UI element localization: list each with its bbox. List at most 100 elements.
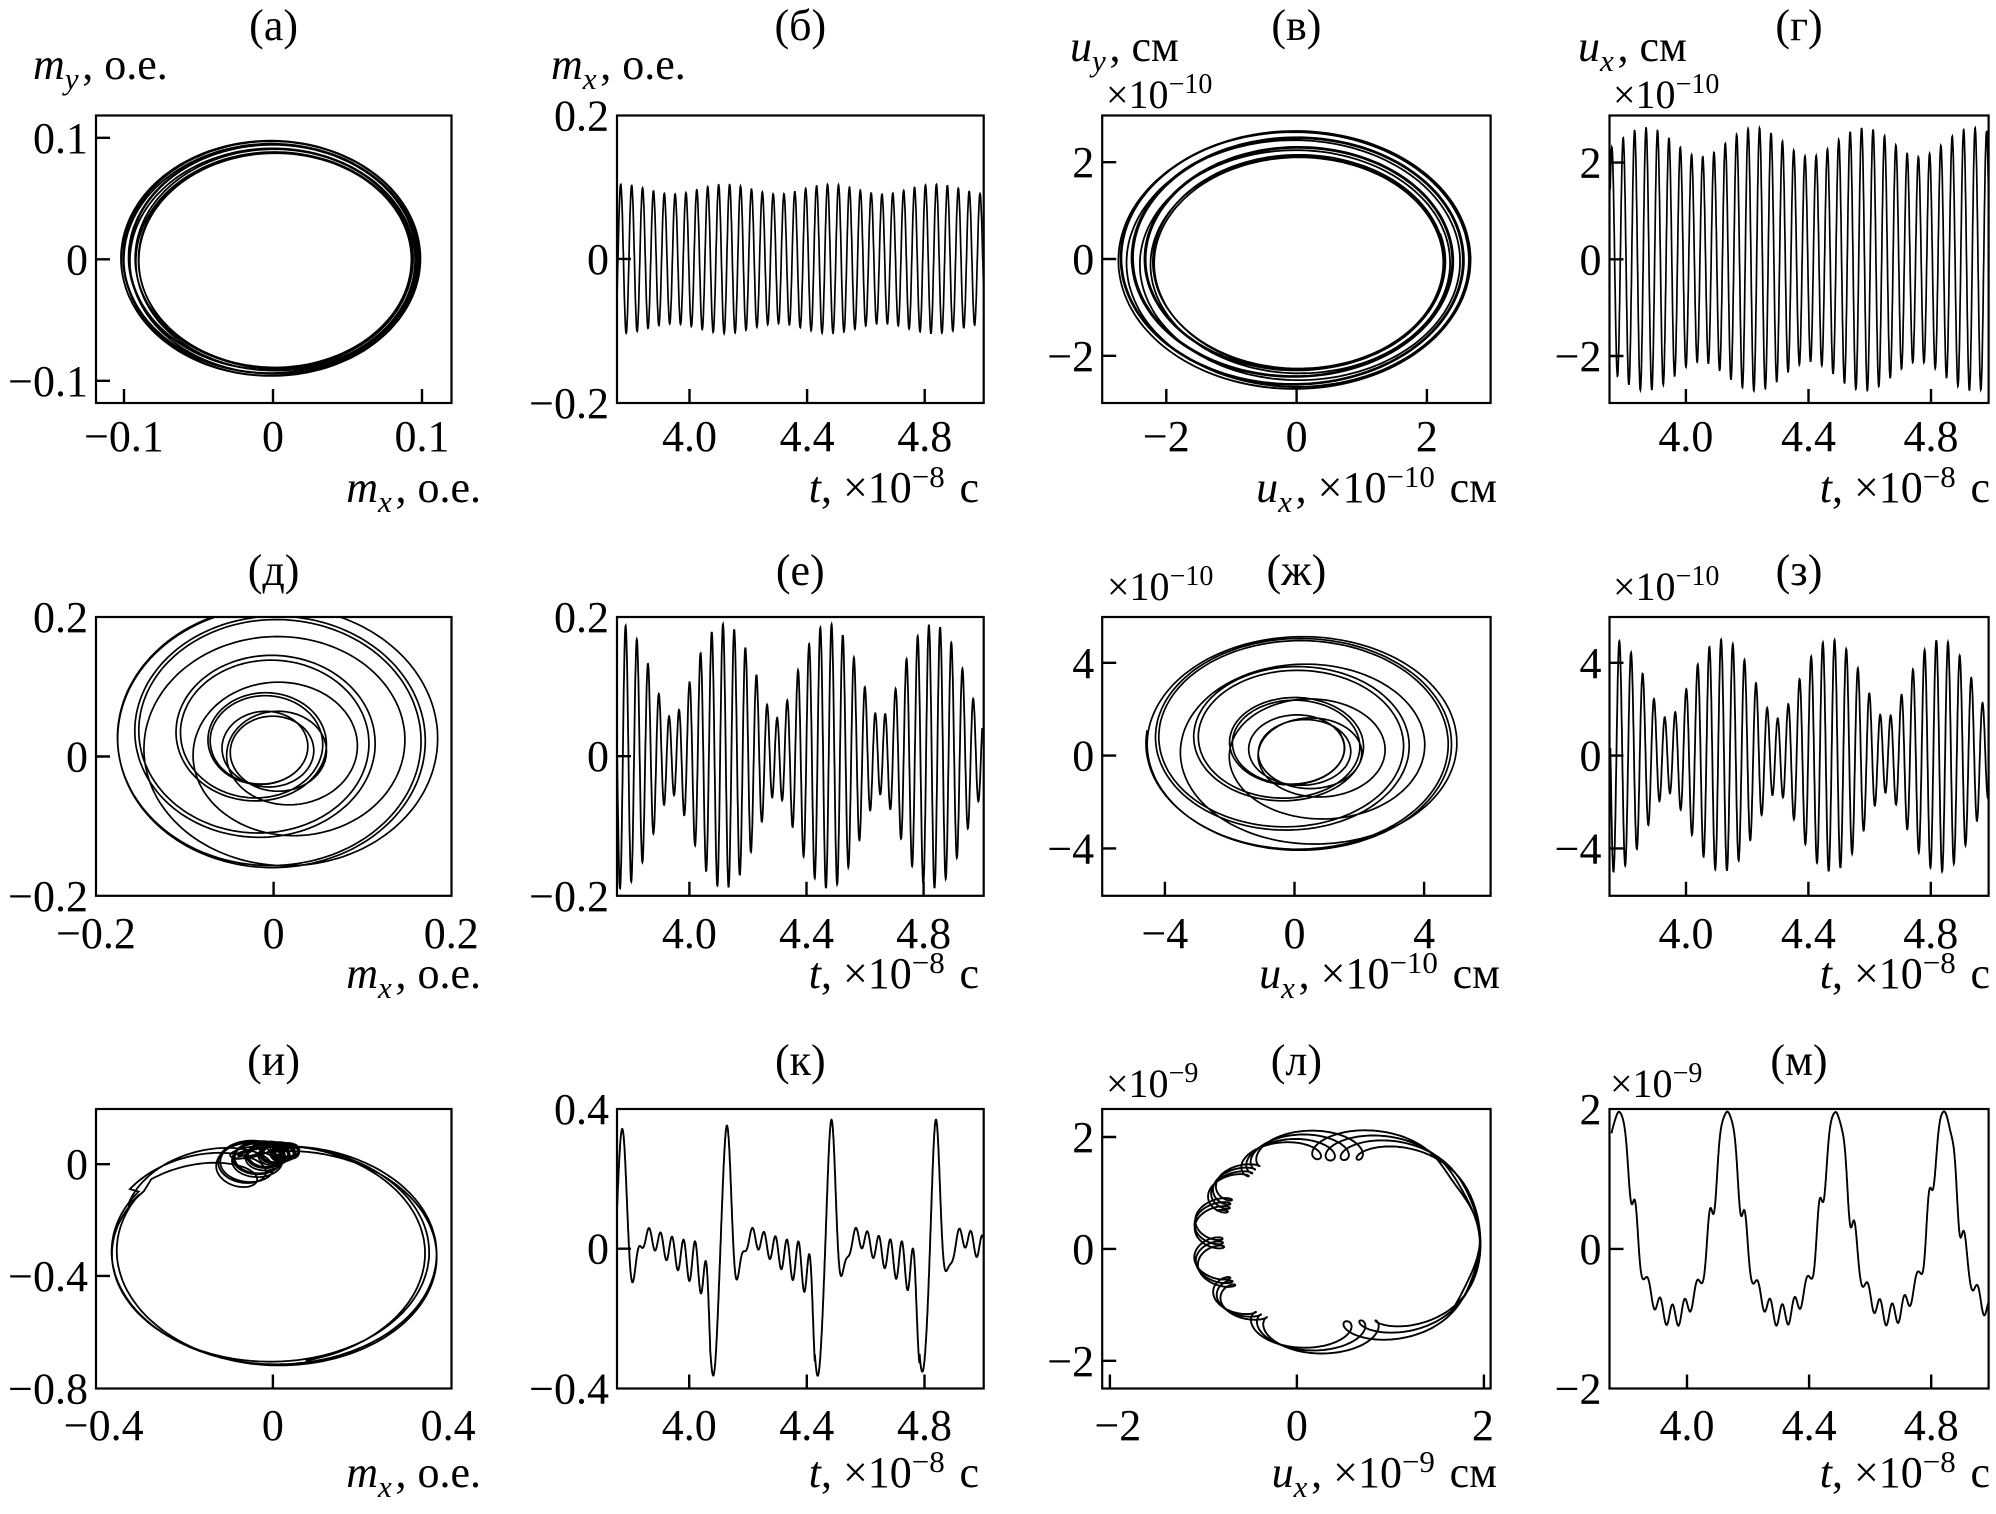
svg-text:0.2: 0.2 [33, 593, 88, 642]
svg-text:mx , о.е.: mx , о.е. [346, 463, 481, 519]
svg-text:mx , о.е.: mx , о.е. [346, 949, 481, 1005]
svg-text:(в): (в) [1271, 1, 1321, 50]
svg-text:2: 2 [1580, 1085, 1602, 1134]
svg-text:(л): (л) [1271, 1036, 1322, 1085]
svg-text:4.4: 4.4 [779, 909, 834, 958]
svg-text:4.4: 4.4 [1781, 909, 1836, 958]
svg-text:t, ×10−8 с: t, ×10−8 с [809, 1444, 979, 1497]
svg-text:0: 0 [1072, 1225, 1094, 1274]
svg-text:(ж): (ж) [1267, 546, 1327, 595]
svg-text:my , о.е.: my , о.е. [33, 40, 168, 96]
svg-text:4.0: 4.0 [1658, 412, 1713, 461]
svg-text:0: 0 [587, 732, 609, 781]
svg-text:(д): (д) [248, 546, 300, 595]
svg-text:×10−9: ×10−9 [1610, 1058, 1706, 1106]
svg-text:−2: −2 [1555, 332, 1602, 381]
svg-text:−0.1: −0.1 [8, 357, 88, 406]
svg-text:×10−9: ×10−9 [1106, 1058, 1202, 1106]
svg-text:ux , ×10−10 см: ux , ×10−10 см [1259, 945, 1500, 1005]
svg-text:2: 2 [1472, 1401, 1494, 1450]
svg-text:4.0: 4.0 [1659, 909, 1714, 958]
svg-text:−2: −2 [1555, 1365, 1602, 1414]
svg-text:4: 4 [1580, 639, 1602, 688]
svg-text:2: 2 [1416, 412, 1438, 461]
svg-text:4.4: 4.4 [780, 412, 835, 461]
svg-text:0: 0 [1286, 412, 1308, 461]
svg-text:−2: −2 [1047, 332, 1094, 381]
svg-text:4.4: 4.4 [779, 1401, 834, 1450]
svg-text:−0.2: −0.2 [56, 909, 136, 958]
svg-text:4.8: 4.8 [1903, 909, 1958, 958]
svg-text:mx , о.е.: mx , о.е. [346, 1448, 481, 1504]
svg-text:(а): (а) [249, 1, 298, 50]
svg-text:4.4: 4.4 [1781, 412, 1836, 461]
svg-text:×10−10: ×10−10 [1613, 561, 1723, 609]
svg-text:−0.4: −0.4 [529, 1365, 609, 1414]
svg-text:4: 4 [1413, 909, 1435, 958]
svg-text:t, ×10−8 с: t, ×10−8 с [809, 459, 979, 512]
svg-text:4.0: 4.0 [662, 1401, 717, 1450]
svg-text:0: 0 [263, 909, 285, 958]
svg-text:2: 2 [1072, 138, 1094, 187]
svg-text:−0.2: −0.2 [529, 872, 609, 921]
svg-text:0: 0 [262, 1401, 284, 1450]
svg-text:−2: −2 [1094, 1401, 1141, 1450]
svg-text:(е): (е) [776, 546, 825, 595]
svg-text:mx , о.е.: mx , о.е. [551, 40, 686, 96]
svg-text:0.2: 0.2 [424, 909, 479, 958]
svg-text:4.0: 4.0 [662, 909, 717, 958]
svg-text:×10−10: ×10−10 [1613, 69, 1723, 117]
svg-text:0: 0 [1072, 732, 1094, 781]
svg-text:ux , ×10−10 см: ux , ×10−10 см [1256, 459, 1497, 519]
svg-text:uy , см: uy , см [1070, 22, 1179, 78]
svg-text:t, ×10−8 с: t, ×10−8 с [1820, 459, 1990, 512]
svg-text:0: 0 [66, 1140, 88, 1189]
svg-text:0: 0 [1580, 235, 1602, 284]
svg-text:0.4: 0.4 [421, 1401, 476, 1450]
svg-text:2: 2 [1580, 139, 1602, 188]
svg-text:0: 0 [587, 235, 609, 284]
svg-text:(м): (м) [1770, 1036, 1827, 1085]
svg-text:0.1: 0.1 [395, 412, 450, 461]
svg-text:×10−10: ×10−10 [1107, 561, 1217, 609]
svg-text:4.4: 4.4 [1782, 1401, 1837, 1450]
svg-text:0: 0 [1580, 1225, 1602, 1274]
svg-text:×10−10: ×10−10 [1106, 69, 1216, 117]
svg-text:−0.2: −0.2 [529, 379, 609, 428]
svg-text:(и): (и) [247, 1036, 300, 1085]
svg-text:−2: −2 [1143, 412, 1190, 461]
svg-text:−0.8: −0.8 [8, 1365, 88, 1414]
svg-text:0: 0 [262, 412, 284, 461]
svg-text:0.1: 0.1 [33, 114, 88, 163]
svg-text:0: 0 [1284, 909, 1306, 958]
svg-text:4.8: 4.8 [1904, 1401, 1959, 1450]
svg-text:(б): (б) [774, 1, 826, 50]
svg-text:−0.1: −0.1 [84, 412, 164, 461]
svg-text:4.8: 4.8 [897, 1401, 952, 1450]
svg-text:(г): (г) [1775, 1, 1822, 50]
svg-text:ux , ×10−9 см: ux , ×10−9 см [1272, 1444, 1497, 1504]
svg-text:0: 0 [1072, 235, 1094, 284]
svg-text:4.8: 4.8 [896, 909, 951, 958]
svg-text:0: 0 [587, 1225, 609, 1274]
svg-text:0.2: 0.2 [554, 92, 609, 141]
svg-text:t, ×10−8 с: t, ×10−8 с [1820, 945, 1990, 998]
svg-text:4.0: 4.0 [662, 412, 717, 461]
svg-text:−2: −2 [1047, 1337, 1094, 1386]
svg-text:4.0: 4.0 [1660, 1401, 1715, 1450]
svg-text:0: 0 [1580, 732, 1602, 781]
svg-text:2: 2 [1072, 1113, 1094, 1162]
svg-text:−0.4: −0.4 [8, 1252, 88, 1301]
svg-text:ux , см: ux , см [1578, 22, 1687, 78]
svg-text:−0.4: −0.4 [64, 1401, 144, 1450]
svg-text:0: 0 [66, 733, 88, 782]
svg-text:0: 0 [1286, 1401, 1308, 1450]
svg-text:t, ×10−8 с: t, ×10−8 с [1820, 1444, 1990, 1497]
svg-text:0.2: 0.2 [554, 593, 609, 642]
svg-text:(з): (з) [1776, 546, 1823, 595]
svg-text:−4: −4 [1141, 909, 1188, 958]
svg-text:−4: −4 [1047, 824, 1094, 873]
svg-text:−0.2: −0.2 [8, 872, 88, 921]
svg-text:(к): (к) [775, 1036, 826, 1085]
svg-text:0.4: 0.4 [554, 1085, 609, 1134]
